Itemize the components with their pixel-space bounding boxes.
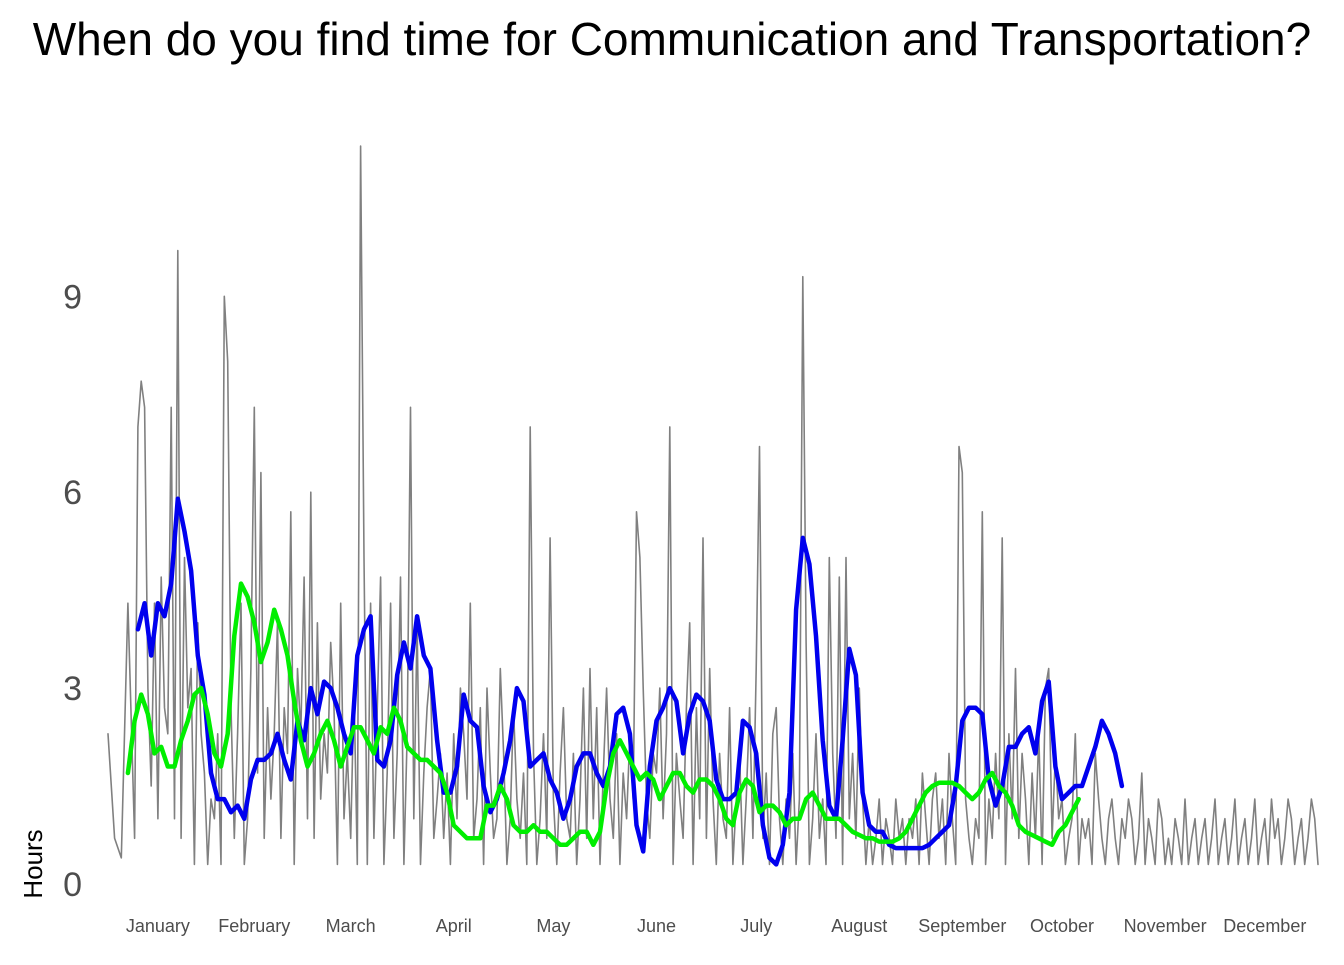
x-tick-label: November [1124,916,1207,936]
x-tick-label: May [536,916,570,936]
y-tick-label: 9 [63,278,82,316]
y-tick-label: 6 [63,474,82,512]
x-tick-label: January [126,916,190,936]
series-layer [107,145,1319,867]
chart-title: When do you find time for Communication … [32,13,1312,65]
y-tick-label: 3 [63,670,82,708]
series-line-blue [135,496,1125,867]
x-tick-label: April [436,916,472,936]
x-tick-label: October [1030,916,1094,936]
x-tick-label: June [637,916,676,936]
x-tick-label: March [326,916,376,936]
series-line-raw [107,145,1319,866]
x-tick-label: September [918,916,1006,936]
series-line-green [125,581,1081,848]
y-axis-ticks: 0 3 6 9 [63,278,82,904]
x-tick-label: February [218,916,290,936]
y-axis-label: Hours [18,829,48,898]
x-tick-label: August [831,916,887,936]
x-tick-label: July [740,916,772,936]
x-tick-label: December [1223,916,1306,936]
y-tick-label: 0 [63,866,82,904]
x-axis-ticks: January February March April May June July Augu… [126,916,1306,936]
